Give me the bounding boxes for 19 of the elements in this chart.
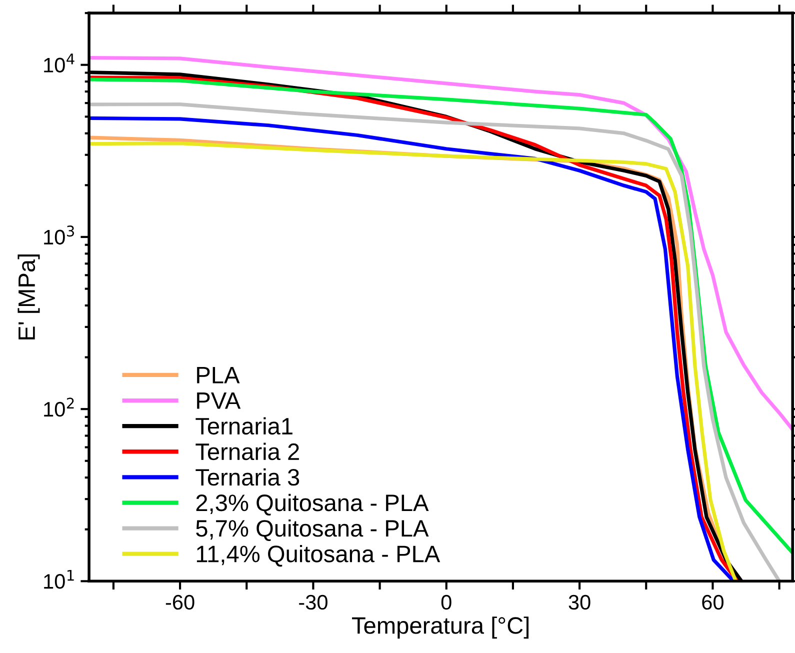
x-tick-label: -60	[166, 594, 194, 610]
y-axis-title: E' [MPa]	[18, 254, 40, 340]
y-tick-label: 10$^{3}$	[44, 226, 74, 245]
x-tick-label: 60	[702, 594, 724, 610]
x-tick-label: 0	[441, 594, 452, 610]
legend-label: PVA	[197, 392, 241, 409]
legend-label: 2,3% Quitosana - PLA	[196, 494, 429, 516]
legend-label: PLA	[197, 367, 240, 384]
x-tick-label: 30	[568, 594, 590, 610]
legend-label: Ternaria 3	[196, 468, 300, 486]
x-tick-label: -30	[299, 594, 328, 610]
legend-label: 5,7% Quitosana - PLA	[196, 519, 429, 542]
y-tick-label: 10$^{4}$	[44, 54, 74, 72]
x-axis-title: Temperatura [°C]	[352, 616, 529, 639]
legend-label: Ternaria 2	[196, 442, 299, 460]
legend-label: 11,4% Quitosana - PLA	[196, 544, 440, 567]
y-tick-label: 10$^{2}$	[44, 398, 74, 417]
legend-label: Ternaria1	[196, 417, 292, 435]
y-tick-label: 10$^{1}$	[44, 570, 74, 589]
